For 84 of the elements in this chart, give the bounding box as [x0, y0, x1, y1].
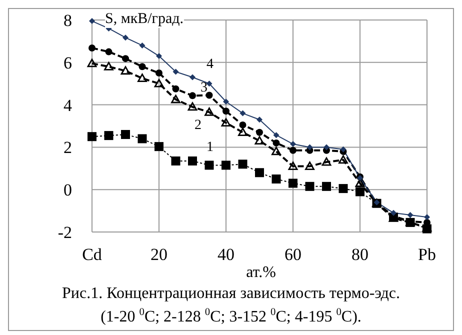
- point: [272, 146, 281, 156]
- y-axis-title: S, мкВ/град.: [105, 11, 184, 27]
- y-tick-label: 2: [64, 138, 72, 158]
- point: [240, 110, 246, 116]
- point: [239, 121, 246, 128]
- point: [189, 92, 196, 100]
- series-label: 2: [194, 118, 202, 133]
- x-tick-label: 80: [352, 245, 368, 264]
- point: [138, 74, 147, 82]
- point: [255, 168, 264, 178]
- y-tick-label: 0: [64, 180, 72, 200]
- point: [340, 146, 346, 152]
- point: [338, 184, 348, 194]
- y-tick-label: 8: [64, 11, 72, 30]
- x-tick-label: 60: [284, 245, 302, 264]
- point: [221, 118, 231, 127]
- point: [105, 48, 112, 56]
- series-label: 3: [200, 80, 208, 96]
- point: [204, 160, 214, 170]
- point: [88, 44, 96, 52]
- y-tick-label: -2: [58, 223, 72, 242]
- point: [254, 136, 264, 145]
- text: Рис.1. Концентрационная зависимость термо-эдс.: [62, 285, 400, 302]
- point: [238, 128, 248, 136]
- point: [305, 162, 314, 170]
- point: [122, 55, 129, 62]
- point: [355, 178, 365, 187]
- series-label: 4: [206, 57, 214, 72]
- point: [190, 74, 196, 80]
- point: [171, 94, 180, 104]
- point: [122, 34, 128, 41]
- point: [104, 62, 114, 70]
- x-tick-label: 40: [218, 245, 234, 264]
- point: [256, 116, 262, 123]
- point: [290, 146, 296, 154]
- point: [290, 141, 296, 148]
- point: [206, 92, 213, 99]
- point: [222, 108, 230, 115]
- point: [172, 68, 179, 75]
- series-label: 1: [206, 140, 214, 155]
- x-tick-label: 20: [150, 245, 168, 264]
- point: [356, 187, 364, 196]
- point: [154, 142, 164, 152]
- point: [121, 130, 130, 139]
- y-tick-label: 6: [64, 53, 72, 72]
- point: [424, 214, 430, 220]
- point: [390, 210, 396, 216]
- point: [139, 42, 146, 48]
- point: [138, 134, 147, 144]
- point: [322, 182, 331, 191]
- point: [288, 162, 298, 170]
- x-axis-title: ат.%: [246, 264, 276, 281]
- point: [272, 174, 281, 184]
- point: [338, 155, 348, 164]
- point: [172, 85, 180, 92]
- point: [171, 156, 180, 166]
- y-tick-label: 4: [64, 96, 72, 115]
- point: [407, 212, 414, 218]
- point: [154, 78, 164, 88]
- point: [89, 18, 95, 24]
- point: [88, 132, 96, 142]
- point: [273, 132, 280, 138]
- point: [87, 58, 97, 68]
- point: [156, 53, 162, 60]
- text: (1-20 $^{0}$C; 2-128 $^{0}$C; 3-152 $^{0}$C; 4-195 $^{0}$C).: [100, 307, 362, 326]
- point: [138, 63, 146, 70]
- point: [305, 182, 314, 191]
- point: [104, 131, 114, 140]
- x-tick-label: Cd: [82, 245, 102, 264]
- point: [222, 160, 230, 170]
- point: [120, 66, 130, 75]
- point: [204, 108, 214, 116]
- point: [324, 144, 330, 150]
- point: [322, 157, 332, 166]
- point: [256, 128, 263, 136]
- point: [306, 144, 313, 150]
- point: [238, 160, 248, 169]
- point: [288, 178, 298, 188]
- point: [188, 156, 197, 166]
- point: [188, 102, 198, 111]
- point: [223, 98, 229, 105]
- point: [156, 70, 162, 76]
- point: [272, 139, 280, 146]
- x-tick-label: Pb: [418, 245, 436, 264]
